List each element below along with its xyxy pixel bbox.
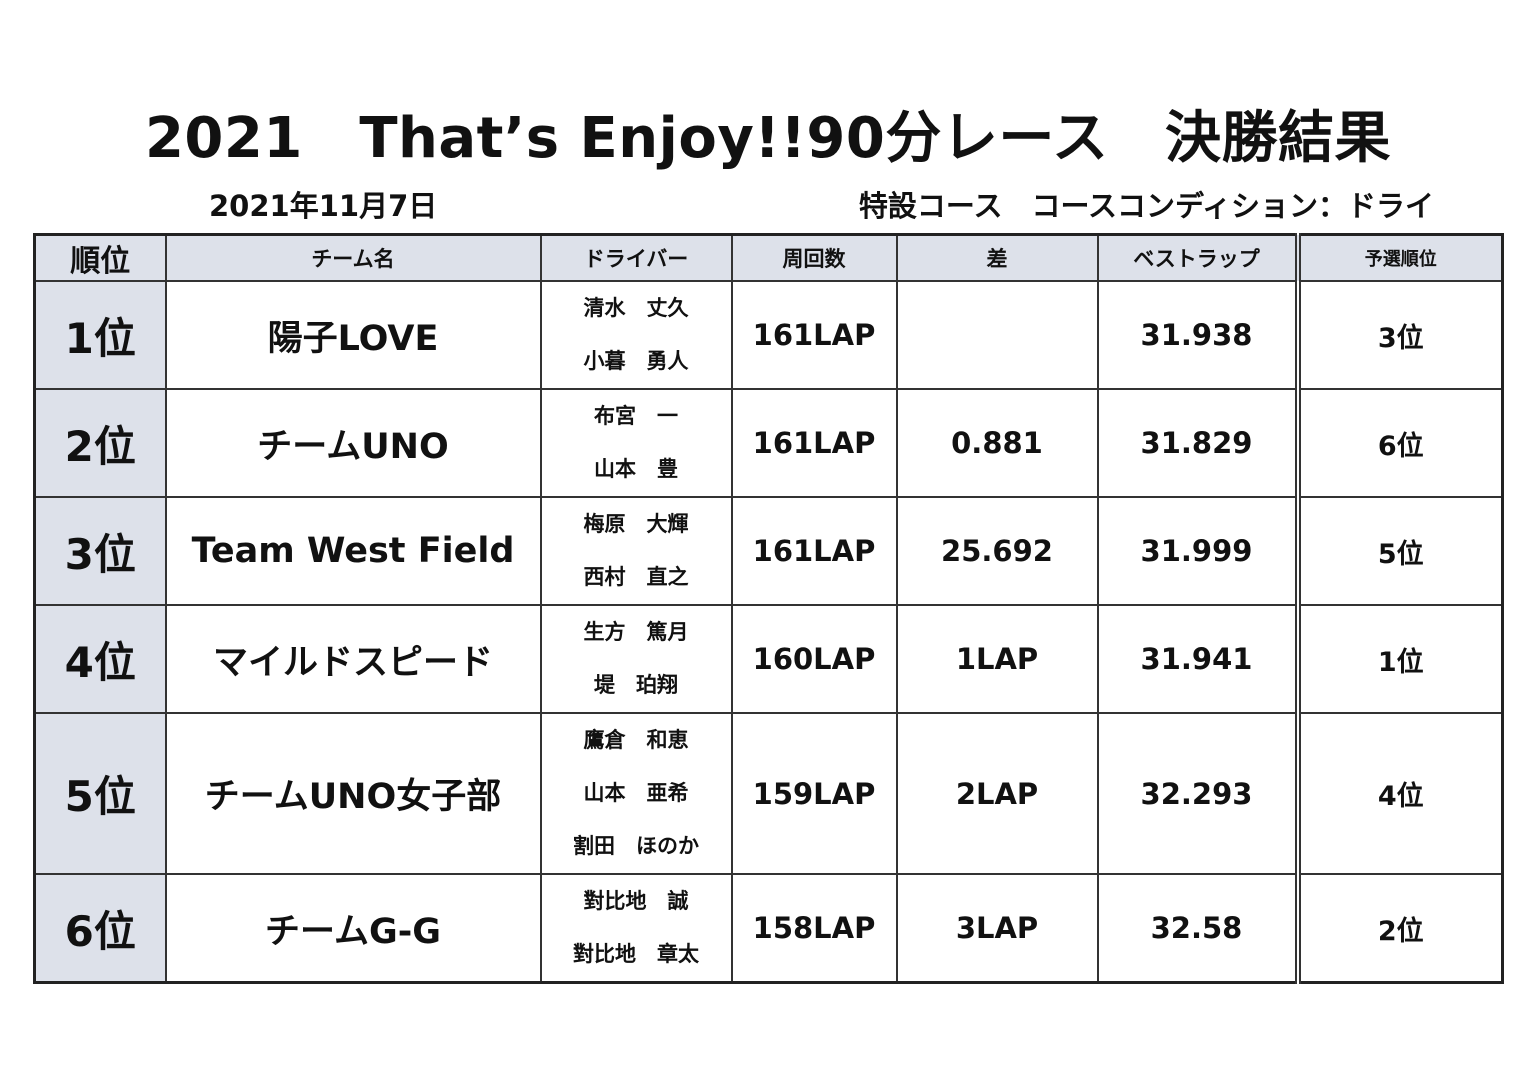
- driver-name: 對比地 章太: [573, 942, 699, 966]
- header-team: チーム名: [164, 233, 542, 282]
- header-driver: ドライバー: [539, 233, 733, 282]
- best-lap-cell: 32.293: [1096, 712, 1299, 875]
- header-laps: 周回数: [730, 233, 898, 282]
- drivers-cell: 布宮 一 山本 豊: [539, 388, 733, 498]
- driver-name: 堤 珀翔: [594, 673, 678, 697]
- qualifying-cell: 1位: [1294, 604, 1504, 714]
- race-date: 2021年11月7日: [209, 189, 438, 223]
- qualifying-cell: 5位: [1294, 496, 1504, 606]
- drivers-cell: 鷹倉 和恵 山本 亜希 割田 ほのか: [539, 712, 733, 875]
- driver-name: 對比地 誠: [583, 889, 689, 913]
- table-row: 4位 マイルドスピード 生方 篤月 堤 珀翔 160LAP 1LAP 31.94…: [33, 604, 1504, 714]
- laps-cell: 161LAP: [730, 388, 898, 498]
- rank-cell: 2位: [33, 388, 167, 498]
- rank-cell: 4位: [33, 604, 167, 714]
- best-lap-cell: 31.941: [1096, 604, 1299, 714]
- qualifying-cell: 4位: [1294, 712, 1504, 875]
- rank-cell: 1位: [33, 280, 167, 390]
- course-condition: 特設コース コースコンディション：ドライ: [858, 189, 1434, 223]
- drivers-cell: 梅原 大輝 西村 直之: [539, 496, 733, 606]
- team-cell: マイルドスピード: [164, 604, 542, 714]
- driver-name: 清水 丈久: [583, 296, 689, 320]
- rank-cell: 6位: [33, 873, 167, 984]
- table-row: 5位 チームUNO女子部 鷹倉 和恵 山本 亜希 割田 ほのか 159LAP 2…: [33, 712, 1504, 875]
- gap-cell: 25.692: [895, 496, 1099, 606]
- results-table: 順位 チーム名 ドライバー 周回数 差 ベストラップ 予選順位 1位 陽子LOV…: [33, 233, 1504, 984]
- page-title: 2021 That’s Enjoy!!90分レース 決勝結果: [144, 106, 1392, 171]
- gap-cell: 2LAP: [895, 712, 1099, 875]
- header-rank: 順位: [33, 233, 167, 282]
- driver-name: 生方 篤月: [583, 620, 689, 644]
- qualifying-cell: 2位: [1294, 873, 1504, 984]
- laps-cell: 161LAP: [730, 496, 898, 606]
- rank-cell: 5位: [33, 712, 167, 875]
- drivers-cell: 對比地 誠 對比地 章太: [539, 873, 733, 984]
- header-best-lap: ベストラップ: [1096, 233, 1299, 282]
- best-lap-cell: 31.829: [1096, 388, 1299, 498]
- header-gap: 差: [895, 233, 1099, 282]
- table-row: 3位 Team West Field 梅原 大輝 西村 直之 161LAP 25…: [33, 496, 1504, 606]
- team-cell: チームUNO女子部: [164, 712, 542, 875]
- gap-cell: 0.881: [895, 388, 1099, 498]
- team-cell: チームUNO: [164, 388, 542, 498]
- header-qualifying: 予選順位: [1294, 233, 1504, 282]
- drivers-cell: 生方 篤月 堤 珀翔: [539, 604, 733, 714]
- team-cell: Team West Field: [164, 496, 542, 606]
- team-cell: 陽子LOVE: [164, 280, 542, 390]
- driver-name: 小暮 勇人: [583, 349, 689, 373]
- laps-cell: 159LAP: [730, 712, 898, 875]
- qualifying-cell: 3位: [1294, 280, 1504, 390]
- best-lap-cell: 32.58: [1096, 873, 1299, 984]
- driver-name: 山本 豊: [594, 457, 678, 481]
- driver-name: 鷹倉 和恵: [583, 728, 689, 752]
- driver-name: 割田 ほのか: [573, 834, 699, 858]
- driver-name: 山本 亜希: [583, 781, 689, 805]
- best-lap-cell: 31.938: [1096, 280, 1299, 390]
- laps-cell: 161LAP: [730, 280, 898, 390]
- team-cell: チームG-G: [164, 873, 542, 984]
- gap-cell: 3LAP: [895, 873, 1099, 984]
- table-row: 2位 チームUNO 布宮 一 山本 豊 161LAP 0.881 31.829 …: [33, 388, 1504, 498]
- table-row: 6位 チームG-G 對比地 誠 對比地 章太 158LAP 3LAP 32.58…: [33, 873, 1504, 984]
- table-row: 1位 陽子LOVE 清水 丈久 小暮 勇人 161LAP 31.938 3位: [33, 280, 1504, 390]
- best-lap-cell: 31.999: [1096, 496, 1299, 606]
- driver-name: 布宮 一: [594, 404, 678, 428]
- qualifying-cell: 6位: [1294, 388, 1504, 498]
- laps-cell: 158LAP: [730, 873, 898, 984]
- driver-name: 梅原 大輝: [583, 512, 689, 536]
- laps-cell: 160LAP: [730, 604, 898, 714]
- header-row: 順位 チーム名 ドライバー 周回数 差 ベストラップ 予選順位: [33, 233, 1504, 282]
- gap-cell: 1LAP: [895, 604, 1099, 714]
- drivers-cell: 清水 丈久 小暮 勇人: [539, 280, 733, 390]
- rank-cell: 3位: [33, 496, 167, 606]
- gap-cell: [895, 280, 1099, 390]
- driver-name: 西村 直之: [583, 565, 689, 589]
